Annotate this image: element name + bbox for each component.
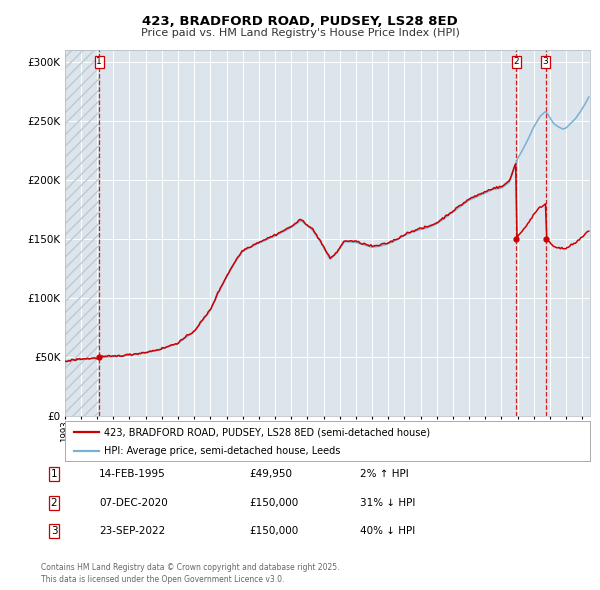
Text: 1: 1 <box>96 57 102 67</box>
Text: 2: 2 <box>514 57 520 67</box>
Text: 40% ↓ HPI: 40% ↓ HPI <box>360 526 415 536</box>
Text: Contains HM Land Registry data © Crown copyright and database right 2025.
This d: Contains HM Land Registry data © Crown c… <box>41 563 340 584</box>
Text: 423, BRADFORD ROAD, PUDSEY, LS28 8ED (semi-detached house): 423, BRADFORD ROAD, PUDSEY, LS28 8ED (se… <box>104 427 430 437</box>
Text: 23-SEP-2022: 23-SEP-2022 <box>99 526 165 536</box>
Text: 14-FEB-1995: 14-FEB-1995 <box>99 470 166 479</box>
Text: £150,000: £150,000 <box>249 526 298 536</box>
Text: 1: 1 <box>50 470 58 479</box>
Text: £150,000: £150,000 <box>249 498 298 507</box>
Text: Price paid vs. HM Land Registry's House Price Index (HPI): Price paid vs. HM Land Registry's House … <box>140 28 460 38</box>
Text: HPI: Average price, semi-detached house, Leeds: HPI: Average price, semi-detached house,… <box>104 445 341 455</box>
Bar <box>65 50 99 416</box>
Text: 3: 3 <box>50 526 58 536</box>
Text: 2: 2 <box>50 498 58 507</box>
Text: 3: 3 <box>543 57 548 67</box>
Text: 07-DEC-2020: 07-DEC-2020 <box>99 498 168 507</box>
Text: £49,950: £49,950 <box>249 470 292 479</box>
Text: 423, BRADFORD ROAD, PUDSEY, LS28 8ED: 423, BRADFORD ROAD, PUDSEY, LS28 8ED <box>142 15 458 28</box>
Text: 31% ↓ HPI: 31% ↓ HPI <box>360 498 415 507</box>
Text: 2% ↑ HPI: 2% ↑ HPI <box>360 470 409 479</box>
